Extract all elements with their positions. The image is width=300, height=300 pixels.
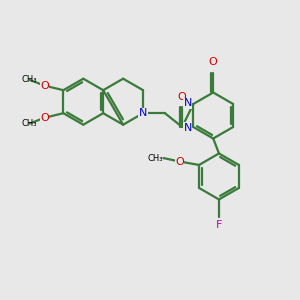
Text: CH₃: CH₃ xyxy=(148,154,164,163)
Text: CH₃: CH₃ xyxy=(22,119,37,128)
Text: O: O xyxy=(175,157,184,166)
Text: CH₃: CH₃ xyxy=(22,75,37,84)
Text: N: N xyxy=(184,123,192,133)
Text: N: N xyxy=(139,108,147,118)
Text: O: O xyxy=(178,92,187,102)
Text: F: F xyxy=(216,220,222,230)
Text: O: O xyxy=(209,57,218,67)
Text: N: N xyxy=(184,98,192,108)
Text: O: O xyxy=(40,113,49,123)
Text: O: O xyxy=(40,81,49,91)
